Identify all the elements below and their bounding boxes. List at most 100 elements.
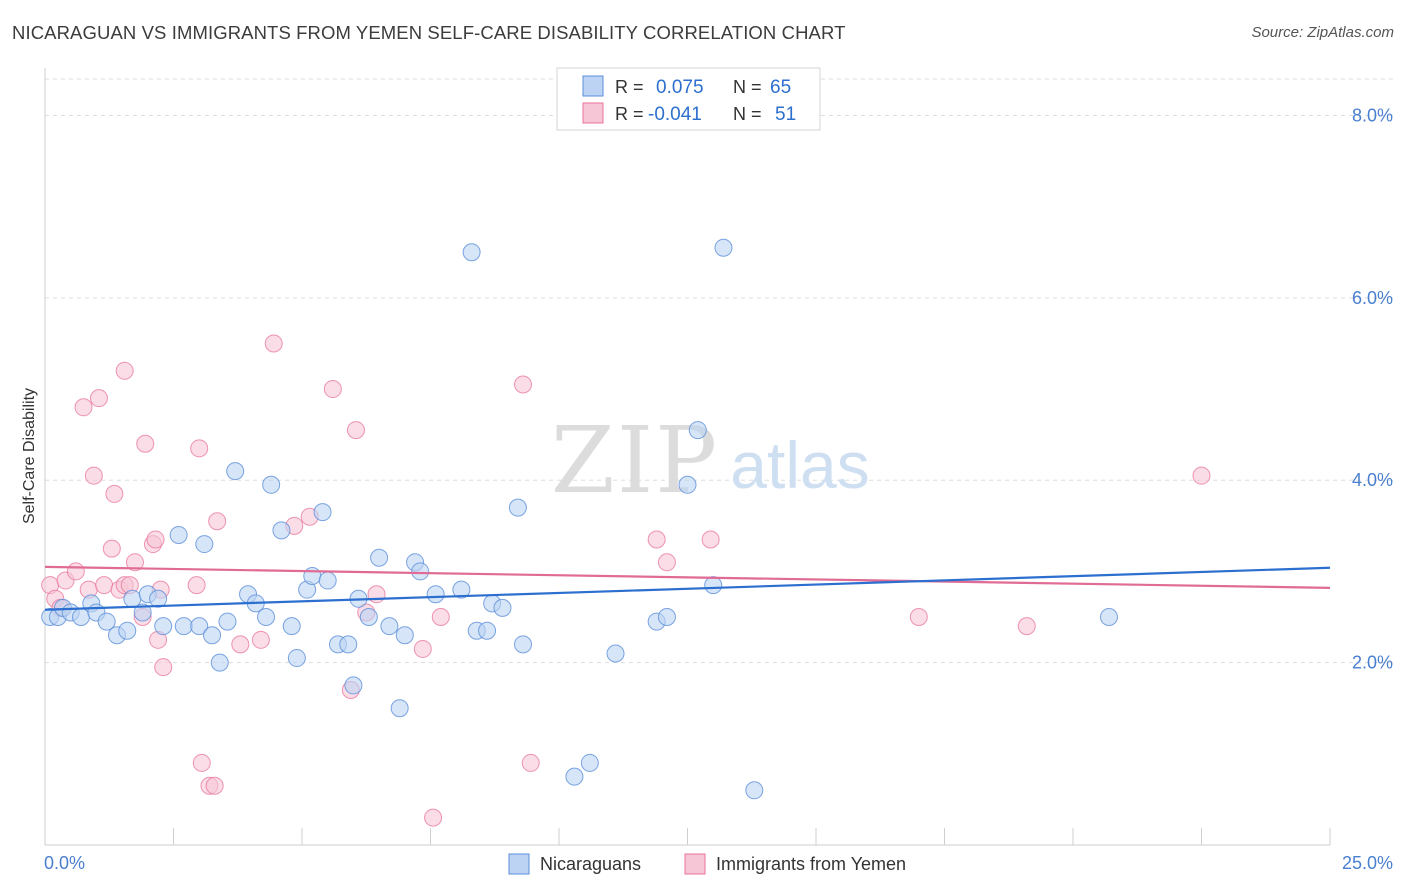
nicaraguan-point-11 (133, 603, 152, 622)
yemen-point-9 (95, 576, 114, 595)
yemen-point-4 (66, 562, 85, 581)
yemen-point-43 (647, 530, 666, 549)
legend-n-value-2: 51 (775, 104, 796, 125)
legend-r-label-2: R = (615, 104, 644, 124)
yemen-point-28 (208, 512, 227, 531)
nicaraguan-point-42 (395, 626, 414, 645)
nicaraguan-point-44 (411, 562, 430, 581)
nicaraguan-point-60 (688, 421, 707, 440)
nicaraguan-point-35 (339, 635, 358, 654)
nicaraguan-point-46 (452, 580, 471, 599)
x-tick-label-min: 0.0% (44, 853, 85, 873)
source-label: Source: ZipAtlas.com (1251, 24, 1394, 41)
nicaraguan-point-28 (282, 617, 301, 636)
nicaraguan-point-13 (149, 589, 168, 608)
y-tick-label-2: 6.0% (1352, 288, 1393, 308)
nicaraguan-point-25 (257, 608, 276, 627)
nicaraguan-point-41 (390, 699, 409, 718)
watermark-atlas: atlas (730, 428, 869, 502)
trend-lines (44, 565, 1331, 611)
yemen-point-47 (1017, 617, 1036, 636)
nicaraguan-point-54 (565, 767, 584, 786)
yemen-point-18 (136, 434, 155, 453)
nicaraguan-point-61 (704, 576, 723, 595)
stats-legend: R = 0.075 N = 65 R = -0.041 N = 51 (556, 67, 821, 131)
nicaraguan-point-63 (745, 781, 764, 800)
nicaraguan-point-33 (318, 571, 337, 590)
yemen-point-16 (125, 553, 144, 572)
yemen-point-50 (251, 630, 270, 649)
nicaraguan-point-7 (97, 612, 116, 631)
nicaraguan-point-14 (154, 617, 173, 636)
axes (44, 68, 1331, 846)
nicaraguan-point-38 (359, 608, 378, 627)
bottom-legend-swatch-blue (508, 853, 530, 875)
y-axis-label: Self-Care Disability (21, 388, 38, 524)
nicaraguan-point-15 (169, 525, 188, 544)
yemen-point-40 (431, 608, 450, 627)
legend-n-value-1: 65 (770, 77, 791, 98)
yemen-point-33 (323, 380, 342, 399)
nicaraguan-point-62 (714, 238, 733, 257)
yemen-point-8 (89, 389, 108, 408)
yemen-point-45 (701, 530, 720, 549)
yemen-point-27 (205, 776, 224, 795)
nicaraguan-point-49 (478, 621, 497, 640)
legend-n-label-1: N = (733, 77, 762, 97)
nicaraguan-point-56 (606, 644, 625, 663)
nicaraguan-point-18 (195, 535, 214, 554)
yemen-point-46 (909, 608, 928, 627)
legend-r-label-1: R = (615, 77, 644, 97)
yemen-point-5 (74, 398, 93, 417)
nicaraguan-point-32 (313, 503, 332, 522)
y-tick-label-1: 4.0% (1352, 470, 1393, 490)
yemen-point-38 (413, 639, 432, 658)
legend-r-value-2: -0.041 (648, 104, 702, 125)
yemen-point-25 (192, 753, 211, 772)
yemen-point-24 (190, 439, 209, 458)
watermark-zip: ZIP (551, 407, 719, 514)
yemen-point-29 (231, 635, 250, 654)
nicaraguan-point-19 (203, 626, 222, 645)
bottom-legend-label-2: Immigrants from Yemen (716, 854, 906, 874)
yemen-point-23 (187, 576, 206, 595)
y-tick-label-3: 8.0% (1352, 105, 1393, 125)
yemen-point-11 (105, 484, 124, 503)
yemen-point-10 (102, 539, 121, 558)
nicaraguan-point-47 (462, 243, 481, 262)
yemen-point-41 (514, 375, 533, 394)
series-legend: Nicaraguans Immigrants from Yemen (508, 853, 906, 875)
chart-title: NICARAGUAN VS IMMIGRANTS FROM YEMEN SELF… (12, 22, 846, 43)
nicaraguan-point-39 (370, 548, 389, 567)
yemen-point-42 (521, 753, 540, 772)
series-nicaraguans-points (41, 238, 1118, 800)
trend-line-nicaraguans (44, 566, 1331, 611)
nicaraguan-point-45 (426, 585, 445, 604)
nicaraguan-point-53 (514, 635, 533, 654)
nicaraguan-point-59 (678, 475, 697, 494)
x-tick-label-max: 25.0% (1342, 853, 1393, 873)
yemen-point-44 (657, 553, 676, 572)
yemen-point-35 (346, 421, 365, 440)
yemen-point-14 (115, 361, 134, 380)
nicaraguan-point-9 (118, 621, 137, 640)
nicaraguan-point-27 (272, 521, 291, 540)
bottom-legend-swatch-pink (684, 853, 706, 875)
nicaraguan-point-64 (1099, 608, 1118, 627)
legend-swatch-pink (582, 102, 604, 124)
legend-n-label-2: N = (733, 104, 762, 124)
legend-r-value-1: 0.075 (656, 77, 704, 98)
nicaraguan-point-55 (580, 753, 599, 772)
nicaraguan-point-22 (226, 462, 245, 481)
nicaraguan-point-52 (508, 498, 527, 517)
yemen-point-22 (154, 658, 173, 677)
yemen-point-20 (146, 530, 165, 549)
nicaraguan-point-21 (218, 612, 237, 631)
nicaraguan-point-58 (657, 608, 676, 627)
nicaraguan-point-51 (493, 598, 512, 617)
nicaraguan-point-26 (262, 475, 281, 494)
nicaraguan-point-29 (287, 649, 306, 668)
bottom-legend-label-1: Nicaraguans (540, 854, 641, 874)
nicaraguan-point-17 (190, 617, 209, 636)
